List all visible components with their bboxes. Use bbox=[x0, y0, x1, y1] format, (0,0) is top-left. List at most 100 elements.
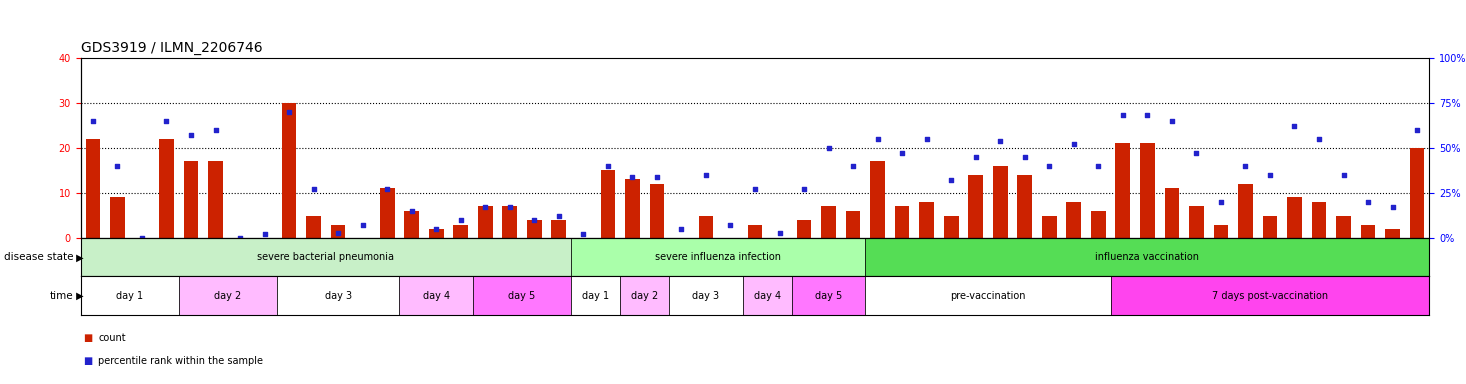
Bar bbox=[430, 229, 444, 238]
Point bbox=[350, 222, 374, 228]
Text: ▶: ▶ bbox=[73, 252, 84, 262]
Bar bbox=[821, 207, 836, 238]
Point bbox=[792, 186, 815, 192]
Bar bbox=[944, 215, 959, 238]
Bar bbox=[668, 276, 743, 315]
Text: 7 days post-vaccination: 7 days post-vaccination bbox=[1212, 291, 1328, 301]
Point bbox=[498, 204, 522, 210]
Text: severe bacterial pneumonia: severe bacterial pneumonia bbox=[258, 252, 394, 262]
Point bbox=[179, 132, 202, 138]
Point bbox=[252, 232, 276, 238]
Text: day 2: day 2 bbox=[214, 291, 242, 301]
Point bbox=[474, 204, 497, 210]
Bar bbox=[919, 202, 934, 238]
Bar bbox=[85, 139, 100, 238]
Bar bbox=[179, 276, 277, 315]
Point bbox=[327, 230, 350, 236]
Point bbox=[204, 127, 227, 133]
Point bbox=[866, 136, 890, 142]
Bar bbox=[792, 276, 865, 315]
Bar bbox=[1360, 225, 1375, 238]
Point bbox=[1406, 127, 1429, 133]
Bar bbox=[551, 220, 566, 238]
Point bbox=[130, 235, 154, 241]
Bar bbox=[1164, 189, 1179, 238]
Point bbox=[1258, 172, 1281, 178]
Bar bbox=[1189, 207, 1204, 238]
Bar bbox=[969, 175, 984, 238]
Bar bbox=[1336, 215, 1350, 238]
Text: ■: ■ bbox=[84, 333, 92, 343]
Text: day 3: day 3 bbox=[324, 291, 352, 301]
Text: day 3: day 3 bbox=[692, 291, 720, 301]
Text: day 1: day 1 bbox=[116, 291, 144, 301]
Bar bbox=[1312, 202, 1327, 238]
Bar bbox=[699, 215, 714, 238]
Text: disease state: disease state bbox=[4, 252, 73, 262]
Bar bbox=[183, 161, 198, 238]
Bar bbox=[796, 220, 811, 238]
Point bbox=[1038, 163, 1061, 169]
Text: pre-vaccination: pre-vaccination bbox=[950, 291, 1026, 301]
Bar bbox=[1141, 143, 1155, 238]
Point bbox=[400, 208, 424, 214]
Text: severe influenza infection: severe influenza infection bbox=[655, 252, 781, 262]
Bar bbox=[405, 211, 419, 238]
Point bbox=[988, 137, 1012, 144]
Bar bbox=[1262, 215, 1277, 238]
Bar bbox=[1111, 276, 1429, 315]
Point bbox=[940, 177, 963, 184]
Bar bbox=[81, 276, 179, 315]
Bar bbox=[865, 238, 1429, 276]
Bar bbox=[478, 207, 493, 238]
Bar bbox=[865, 276, 1111, 315]
Point bbox=[547, 214, 570, 220]
Point bbox=[277, 109, 301, 115]
Bar bbox=[526, 220, 541, 238]
Point bbox=[620, 174, 644, 180]
Bar bbox=[331, 225, 346, 238]
Text: day 4: day 4 bbox=[754, 291, 781, 301]
Point bbox=[1111, 112, 1135, 118]
Text: GDS3919 / ILMN_2206746: GDS3919 / ILMN_2206746 bbox=[81, 41, 262, 55]
Bar bbox=[474, 276, 572, 315]
Bar bbox=[625, 179, 639, 238]
Point bbox=[522, 217, 545, 223]
Bar bbox=[1385, 229, 1400, 238]
Point bbox=[718, 222, 742, 228]
Bar bbox=[992, 166, 1007, 238]
Point bbox=[302, 186, 325, 192]
Bar bbox=[743, 276, 792, 315]
Bar bbox=[208, 161, 223, 238]
Bar bbox=[110, 197, 125, 238]
Point bbox=[1185, 150, 1208, 156]
Point bbox=[965, 154, 988, 160]
Bar bbox=[1042, 215, 1057, 238]
Bar bbox=[453, 225, 468, 238]
Bar bbox=[748, 225, 762, 238]
Point bbox=[1086, 163, 1110, 169]
Point bbox=[1209, 199, 1233, 205]
Point bbox=[695, 172, 718, 178]
Bar bbox=[572, 276, 620, 315]
Text: day 5: day 5 bbox=[815, 291, 841, 301]
Point bbox=[1381, 204, 1404, 210]
Point bbox=[155, 118, 179, 124]
Bar bbox=[601, 170, 616, 238]
Bar bbox=[1239, 184, 1253, 238]
Text: day 1: day 1 bbox=[582, 291, 610, 301]
Bar bbox=[620, 276, 668, 315]
Bar bbox=[1066, 202, 1080, 238]
Text: day 2: day 2 bbox=[630, 291, 658, 301]
Bar bbox=[160, 139, 174, 238]
Bar bbox=[380, 189, 394, 238]
Point bbox=[81, 118, 104, 124]
Text: ▶: ▶ bbox=[73, 291, 84, 301]
Bar bbox=[277, 276, 399, 315]
Bar bbox=[1017, 175, 1032, 238]
Text: ■: ■ bbox=[84, 356, 92, 366]
Point bbox=[890, 150, 913, 156]
Text: day 4: day 4 bbox=[422, 291, 450, 301]
Bar bbox=[1410, 148, 1425, 238]
Bar bbox=[306, 215, 321, 238]
